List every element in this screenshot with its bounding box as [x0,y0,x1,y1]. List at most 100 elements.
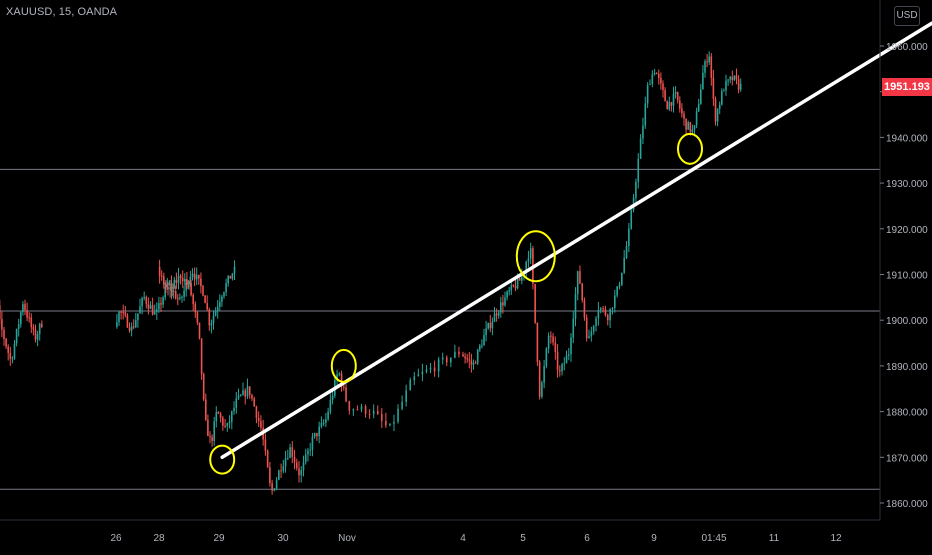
candle-body [174,290,177,299]
candle-body [293,456,296,463]
candle-body [213,421,215,441]
candle-body [639,138,642,159]
candle-body [670,102,673,106]
candle-body [737,79,740,90]
candle-body [224,425,226,427]
price-tick-label: 1910.000 [886,271,928,282]
candle-body [516,277,519,289]
candle-body [271,483,273,491]
candle-body [660,78,662,84]
time-tick-label: 28 [153,533,165,544]
candle-body [122,311,124,313]
price-tick-label: 1920.000 [886,225,928,236]
candle-body [216,306,219,311]
candle-body [413,376,416,381]
candle-body [36,334,39,340]
candle-body [246,386,249,397]
candle-body [506,291,508,298]
candle-body [723,90,725,92]
candle-body [514,286,517,289]
highlight-circle[interactable] [515,230,556,283]
candle-body [563,363,566,365]
candle-body [120,311,122,313]
candle-body [173,279,176,289]
candle-body [493,313,496,322]
candle-body [662,83,664,91]
candle-body [597,309,600,319]
candle-body [576,271,579,295]
candle-body [151,305,154,315]
candle-body [329,399,332,412]
candle-body [177,298,179,300]
candle-body [34,329,37,340]
candle-body [495,313,498,316]
candle-body [590,331,593,337]
candle-body [200,278,202,287]
time-tick-label: 29 [213,533,225,544]
candle-body [716,109,719,122]
candle-body [311,436,314,450]
candle-body [702,72,704,90]
candle-body [621,272,623,285]
candle-body [284,458,287,467]
candle-body [464,356,466,359]
candle-body [714,98,717,122]
candle-body [552,336,554,343]
candle-body [177,275,180,283]
candle-body [269,467,271,484]
candle-body [468,359,471,361]
candle-body [729,76,731,80]
candle-body [364,406,367,415]
candle-body [345,387,347,402]
candle-body [282,466,285,471]
candle-body [273,488,276,491]
candle-body [255,406,258,419]
candle-body [556,352,559,371]
candle-body [674,92,677,95]
time-tick-label: 6 [584,533,590,544]
highlight-circle[interactable] [677,132,703,165]
candle-body [141,298,143,307]
candle-body [704,61,706,73]
candle-body [479,345,481,350]
candle-body [167,287,169,290]
candle-body [521,275,523,281]
price-tick-label: 1900.000 [886,316,928,327]
candle-body [295,462,298,469]
candle-body [727,79,729,81]
price-tick-label: 1960.000 [886,42,928,53]
currency-button[interactable]: USD [894,6,920,26]
candle-body [3,329,5,339]
candle-body [171,287,173,289]
candle-body [193,273,196,280]
candle-body [237,395,240,399]
candle-body [214,310,217,316]
candle-body [421,371,424,375]
candle-body [644,103,647,126]
candle-body [22,304,24,313]
candle-body [145,297,148,304]
highlight-circle[interactable] [330,348,357,383]
trendline[interactable] [220,21,932,460]
candle-body [559,370,561,372]
candle-body [5,338,7,347]
price-tick-label: 1870.000 [886,453,928,464]
candle-body [618,284,621,287]
candle-body [425,369,428,372]
candle-body [17,324,20,329]
candle-body [202,286,204,296]
candle-body [397,408,399,422]
time-tick-label: Nov [338,533,356,544]
candle-body [287,457,289,459]
highlight-circle[interactable] [209,444,236,475]
candle-body [38,323,41,335]
candle-body [340,373,343,387]
candle-body [497,312,500,316]
candle-body [147,303,150,309]
candle-body [554,342,557,353]
candle-body [651,74,654,85]
candle-body [227,275,229,284]
candle-body [672,94,675,106]
